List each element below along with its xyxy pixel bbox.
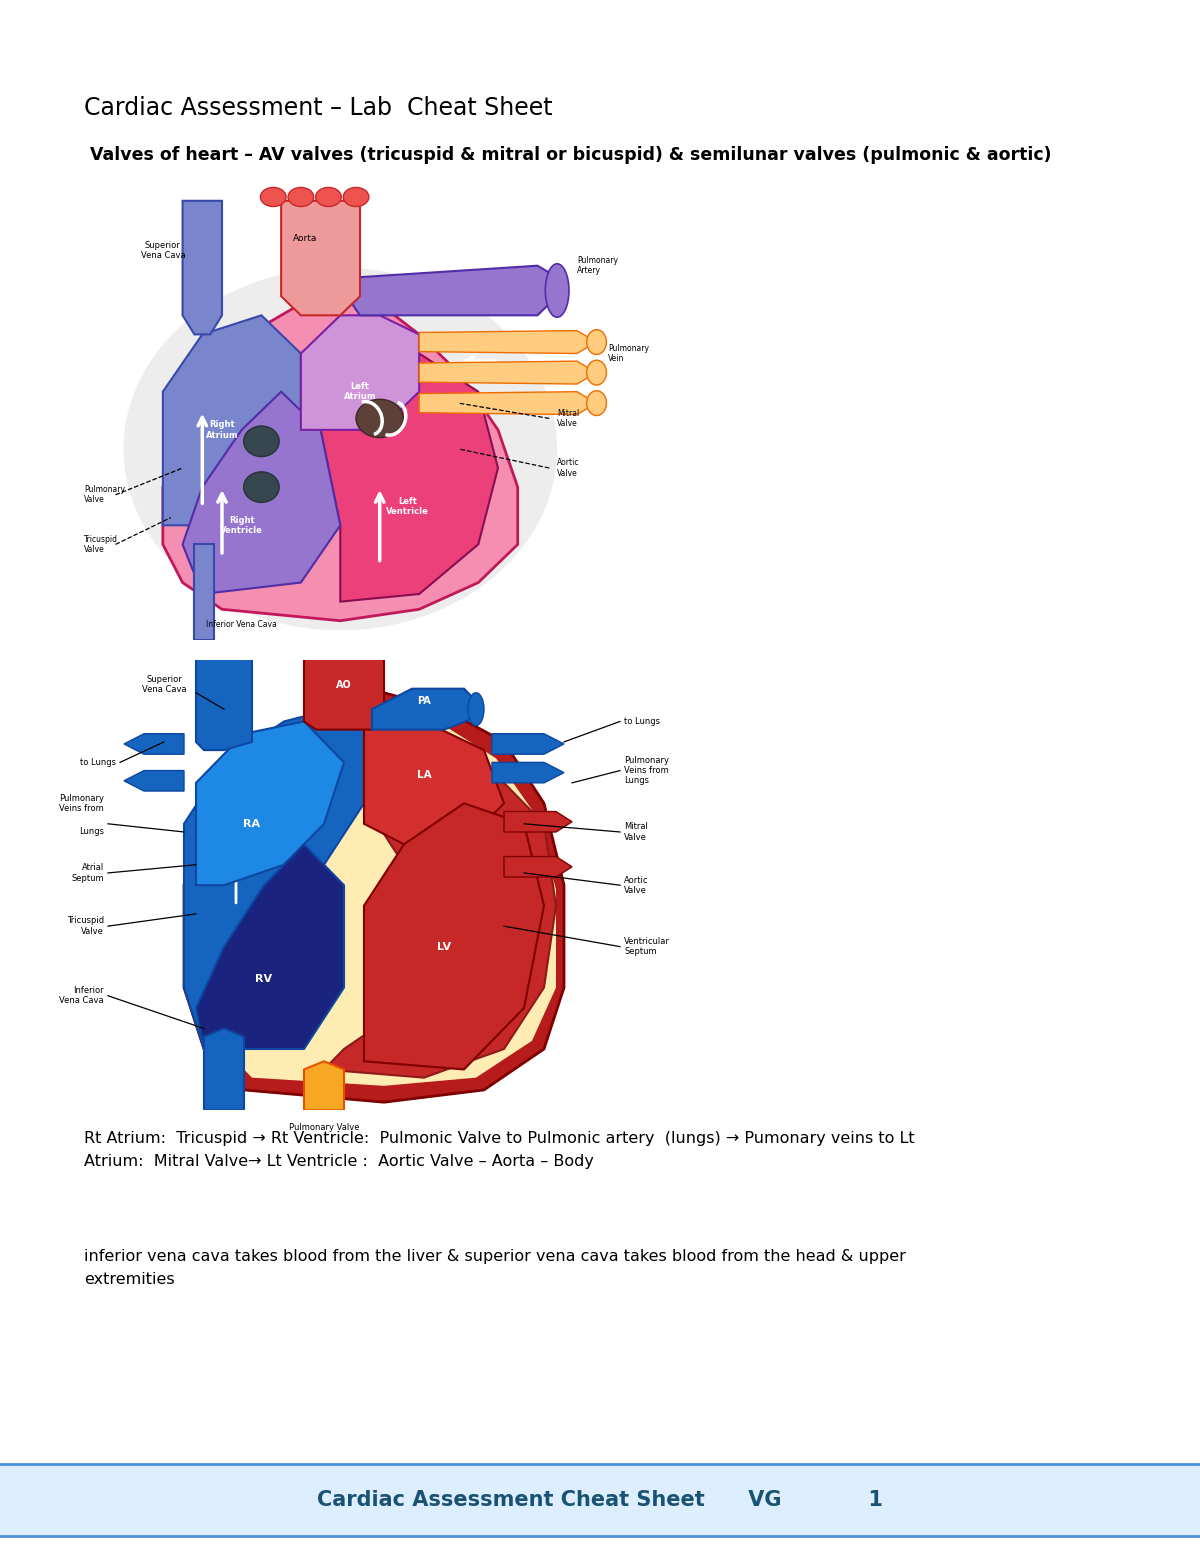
FancyBboxPatch shape <box>0 1464 1200 1536</box>
Polygon shape <box>204 1028 244 1110</box>
Text: Pulmonary
Valve: Pulmonary Valve <box>84 485 125 505</box>
Polygon shape <box>352 266 557 315</box>
Ellipse shape <box>356 399 403 438</box>
Ellipse shape <box>343 188 368 207</box>
Text: Ventricular
Septum: Ventricular Septum <box>624 936 670 957</box>
Text: inferior vena cava takes blood from the liver & superior vena cava takes blood f: inferior vena cava takes blood from the … <box>84 1249 906 1287</box>
Polygon shape <box>324 722 556 1078</box>
Text: Inferior
Vena Cava: Inferior Vena Cava <box>59 986 104 1005</box>
Text: Left
Ventricle: Left Ventricle <box>386 497 428 516</box>
Polygon shape <box>419 391 596 415</box>
Ellipse shape <box>313 643 335 660</box>
Ellipse shape <box>316 188 341 207</box>
Text: Cardiac Assessment Cheat Sheet      VG            1: Cardiac Assessment Cheat Sheet VG 1 <box>317 1491 883 1510</box>
Polygon shape <box>492 763 564 783</box>
Polygon shape <box>504 812 572 832</box>
Text: Right
Atrium: Right Atrium <box>205 421 239 439</box>
Text: Valves of heart – AV valves (tricuspid & mitral or bicuspid) & semilunar valves : Valves of heart – AV valves (tricuspid &… <box>90 146 1051 165</box>
Text: Right
Ventricle: Right Ventricle <box>221 516 263 534</box>
Text: LV: LV <box>437 941 451 952</box>
Ellipse shape <box>545 264 569 317</box>
Ellipse shape <box>244 426 280 457</box>
Polygon shape <box>194 545 214 640</box>
Text: Tricuspid
Valve: Tricuspid Valve <box>67 916 104 936</box>
Polygon shape <box>304 652 384 730</box>
Text: PA: PA <box>418 696 431 707</box>
Polygon shape <box>124 733 184 755</box>
Ellipse shape <box>468 693 484 725</box>
Text: LA: LA <box>416 770 431 780</box>
Polygon shape <box>196 845 344 1048</box>
Text: Mitral
Valve: Mitral Valve <box>624 822 648 842</box>
Polygon shape <box>184 700 364 1048</box>
Polygon shape <box>163 297 517 621</box>
Ellipse shape <box>244 472 280 503</box>
Polygon shape <box>196 652 252 750</box>
Text: Pulmonary
Veins from: Pulmonary Veins from <box>59 794 104 814</box>
Polygon shape <box>419 331 596 354</box>
Polygon shape <box>196 722 344 885</box>
Ellipse shape <box>260 188 286 207</box>
Text: Pulmonary Valve: Pulmonary Valve <box>289 1123 359 1132</box>
Text: RV: RV <box>256 974 272 985</box>
Ellipse shape <box>124 267 557 631</box>
Polygon shape <box>200 710 556 1086</box>
Ellipse shape <box>587 360 606 385</box>
Text: Pulmonary
Artery: Pulmonary Artery <box>577 256 618 275</box>
Polygon shape <box>304 1061 344 1110</box>
Text: Aorta: Aorta <box>293 235 317 244</box>
Ellipse shape <box>288 188 313 207</box>
Text: to Lungs: to Lungs <box>80 758 116 767</box>
Text: Lungs: Lungs <box>79 828 104 837</box>
Polygon shape <box>492 733 564 755</box>
Text: Rt Atrium:  Tricuspid → Rt Ventricle:  Pulmonic Valve to Pulmonic artery  (lungs: Rt Atrium: Tricuspid → Rt Ventricle: Pul… <box>84 1131 914 1169</box>
Polygon shape <box>184 693 564 1103</box>
Text: Superior
Vena Cava: Superior Vena Cava <box>142 676 186 694</box>
Text: Left
Atrium: Left Atrium <box>343 382 377 401</box>
Text: Cardiac Assessment – Lab  Cheat Sheet: Cardiac Assessment – Lab Cheat Sheet <box>84 96 553 120</box>
Polygon shape <box>419 362 596 384</box>
Polygon shape <box>372 688 476 730</box>
Text: AO: AO <box>336 680 352 690</box>
Text: Mitral
Valve: Mitral Valve <box>557 408 580 429</box>
Ellipse shape <box>587 391 606 416</box>
Text: Superior
Vena Cava: Superior Vena Cava <box>140 241 185 259</box>
Polygon shape <box>163 315 301 525</box>
Text: to Lungs: to Lungs <box>624 717 660 725</box>
Text: Aortic
Valve: Aortic Valve <box>557 458 580 478</box>
Polygon shape <box>504 857 572 877</box>
Polygon shape <box>364 803 544 1070</box>
Polygon shape <box>281 200 360 315</box>
Ellipse shape <box>587 329 606 354</box>
Polygon shape <box>124 770 184 790</box>
Text: Tricuspid
Valve: Tricuspid Valve <box>84 534 118 554</box>
Text: Atrial
Septum: Atrial Septum <box>71 863 104 882</box>
Ellipse shape <box>353 643 376 660</box>
Text: Aortic
Valve: Aortic Valve <box>624 876 648 895</box>
Polygon shape <box>182 391 341 595</box>
Text: Pulmonary
Veins from
Lungs: Pulmonary Veins from Lungs <box>624 756 670 786</box>
Text: Inferior Vena Cava: Inferior Vena Cava <box>206 620 277 629</box>
Text: Pulmonary
Vein: Pulmonary Vein <box>608 343 649 363</box>
Text: RA: RA <box>244 818 260 829</box>
Polygon shape <box>320 354 498 601</box>
Polygon shape <box>364 722 504 845</box>
Polygon shape <box>301 315 419 430</box>
Polygon shape <box>182 200 222 334</box>
